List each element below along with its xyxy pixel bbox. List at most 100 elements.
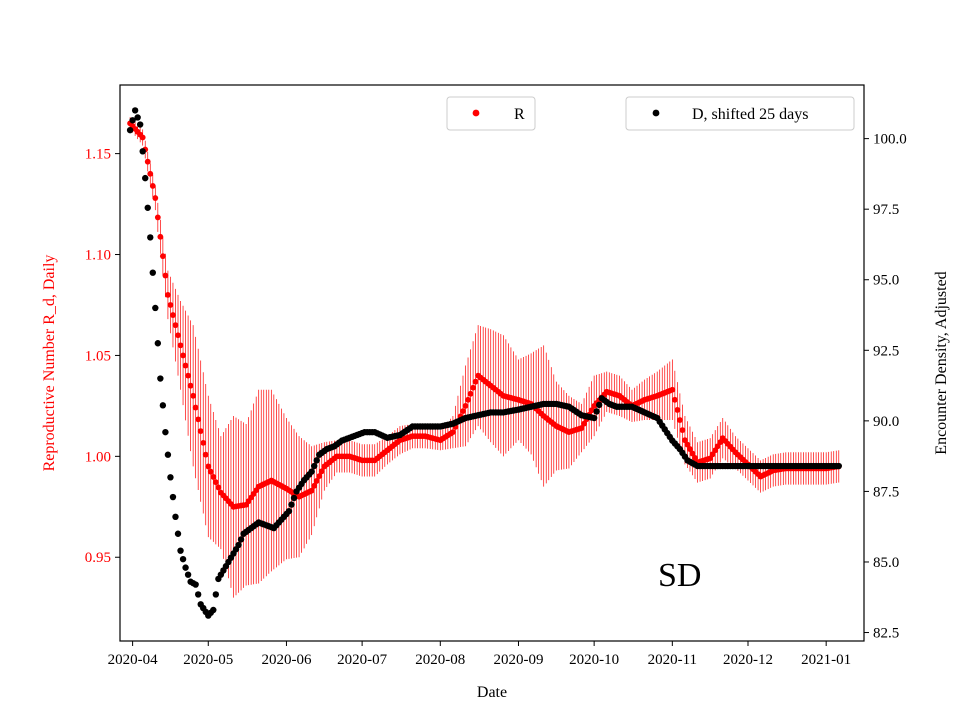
d-point — [136, 121, 144, 128]
y-left-tick-label: 1.05 — [85, 348, 111, 364]
r-point — [581, 420, 587, 427]
d-point — [310, 462, 318, 470]
y-right-tick-label: 97.5 — [873, 202, 899, 218]
d-point — [308, 468, 315, 475]
r-point — [676, 417, 683, 423]
y-axis-right-title: Encounter Density, Adjusted — [933, 271, 950, 454]
d-point — [595, 401, 603, 409]
r-point — [462, 402, 469, 409]
y-left-tick-label: 1.10 — [85, 248, 111, 264]
d-point — [157, 375, 164, 382]
y-axis-left: 0.95 1.00 1.05 1.10 1.15 — [85, 147, 120, 566]
y-right-tick-label: 85.0 — [873, 555, 899, 571]
r-point — [212, 479, 219, 486]
x-tick-label: 2020-11 — [648, 652, 697, 668]
d-point — [154, 340, 162, 347]
d-point — [235, 541, 242, 549]
r-point — [170, 312, 176, 318]
r-point — [182, 362, 189, 369]
r-point — [205, 463, 212, 470]
x-tick-label: 2020-12 — [723, 652, 773, 668]
r-point — [671, 396, 678, 403]
r-point — [197, 428, 204, 435]
r-point — [139, 134, 146, 141]
r-point — [470, 384, 476, 391]
r-point — [172, 322, 179, 329]
r-point — [450, 429, 456, 436]
d-point — [290, 494, 298, 502]
r-point — [679, 427, 686, 434]
x-axis-title: Date — [477, 684, 507, 701]
d-point — [313, 457, 320, 464]
r-point — [157, 233, 164, 240]
r-point — [316, 473, 323, 480]
r-point — [689, 450, 696, 457]
r-point — [687, 446, 693, 452]
d-point — [159, 402, 167, 409]
d-point — [177, 547, 184, 554]
r-point — [318, 468, 325, 475]
r-point — [215, 484, 222, 491]
r-point — [588, 407, 595, 414]
r-point — [578, 425, 585, 431]
legend-r-label: R — [514, 106, 525, 123]
r-point — [185, 372, 191, 379]
r-point — [465, 396, 471, 403]
r-point — [684, 441, 691, 448]
d-point — [129, 117, 136, 124]
d-point — [139, 148, 146, 155]
x-tick-label: 2020-04 — [108, 652, 158, 668]
d-point — [285, 507, 293, 515]
annotation-label: SD — [658, 557, 701, 594]
r-point — [159, 253, 166, 260]
r-point — [460, 408, 466, 415]
d-point — [152, 304, 159, 312]
legend-r-marker — [472, 109, 480, 117]
d-point — [288, 501, 295, 508]
series-d — [126, 107, 842, 619]
y-right-tick-label: 100.0 — [873, 132, 907, 148]
r-point — [167, 302, 174, 308]
d-point — [142, 174, 149, 182]
d-point — [593, 408, 600, 415]
r-point — [674, 407, 681, 413]
series-r — [127, 117, 842, 598]
r-point — [308, 487, 315, 494]
x-axis: 2020-04 2020-05 2020-06 2020-07 2020-08 2020-… — [108, 641, 851, 668]
d-point — [174, 530, 182, 537]
legend-d-label: D, shifted 25 days — [692, 106, 808, 123]
r-point — [202, 451, 209, 458]
r-point — [313, 478, 320, 484]
d-point — [149, 269, 156, 276]
y-right-tick-label: 87.5 — [873, 484, 899, 500]
d-point — [237, 536, 245, 543]
x-tick-label: 2020-08 — [415, 652, 465, 668]
legend-d: D, shifted 25 days — [625, 96, 855, 131]
r-point — [210, 474, 217, 480]
r-point — [149, 183, 156, 189]
d-point — [179, 555, 187, 563]
d-point — [212, 591, 220, 598]
y-right-tick-label: 92.5 — [873, 343, 899, 359]
r-point — [165, 291, 171, 298]
d-point — [162, 428, 169, 436]
y-left-tick-label: 1.15 — [85, 147, 111, 163]
r-point — [682, 437, 688, 444]
d-point — [169, 493, 177, 501]
legend-r-box — [446, 96, 536, 131]
d-point — [167, 474, 174, 481]
r-point — [154, 214, 161, 221]
r-point — [187, 382, 194, 389]
x-tick-label: 2020-10 — [569, 652, 619, 668]
x-tick-label: 2021-01 — [801, 652, 851, 668]
r-point — [311, 482, 318, 489]
r-point — [177, 342, 184, 349]
d-point — [144, 204, 151, 211]
y-axis-left-title: Reproductive Number R_d, Daily — [41, 255, 58, 472]
y-right-tick-label: 90.0 — [873, 414, 899, 430]
x-tick-label: 2020-09 — [493, 652, 543, 668]
d-point — [126, 126, 134, 134]
r-point — [207, 468, 214, 475]
d-point — [184, 571, 192, 578]
